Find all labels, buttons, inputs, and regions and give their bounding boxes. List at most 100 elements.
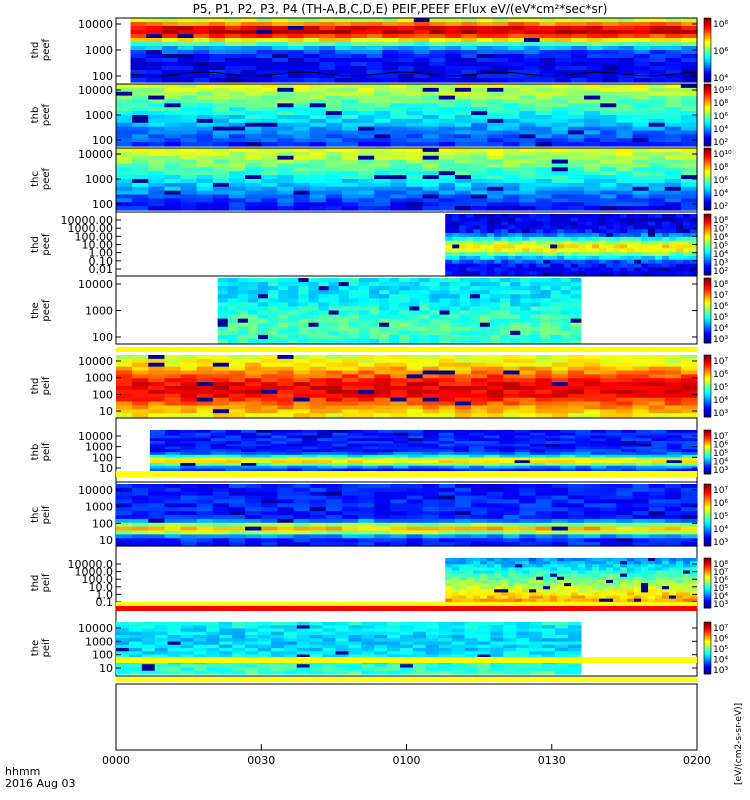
- y-tick-label: 100: [92, 70, 113, 83]
- y-tick-label: 10000: [78, 622, 113, 635]
- y-tick-label: 10000: [78, 355, 113, 368]
- scpot-curve: [130, 71, 698, 77]
- x-tick-label: 0100: [393, 754, 421, 767]
- colorbar-tick-label: 10⁷: [713, 357, 728, 367]
- colorbar-tick-label: 10⁵: [713, 645, 728, 655]
- quality-flag-band: [116, 347, 697, 352]
- y-tick-label: 1000: [85, 44, 113, 57]
- quality-flag-band: [116, 602, 697, 606]
- colorbar-tick-label: 10⁷: [713, 225, 728, 235]
- heatmap-cells: [116, 355, 698, 418]
- colorbar-tick-label: 10⁴: [713, 189, 728, 199]
- y-axis-label: the: [30, 640, 41, 656]
- y-tick-label: 100.00: [75, 230, 114, 243]
- y-tick-label: 0.10: [89, 255, 114, 268]
- colorbar-tick-label: 10¹⁰: [713, 150, 732, 160]
- y-tick-label: 10000.00: [61, 214, 114, 227]
- x-axis-label-hhmm: hhmm: [5, 765, 40, 778]
- y-tick-label: 0.1: [96, 596, 114, 609]
- x-tick-label: 0030: [247, 754, 275, 767]
- y-tick-label: 1000: [85, 501, 113, 514]
- y-tick-label: 10000: [78, 484, 113, 497]
- y-axis-label: peif: [41, 573, 52, 592]
- colorbar-tick-label: 10³: [713, 600, 728, 610]
- y-tick-label: 1000: [85, 305, 113, 318]
- colorbar: 10⁸ 10⁶ 10⁴: [703, 17, 728, 84]
- colorbar-tick-label: 10⁸: [713, 20, 728, 30]
- colorbar-tick-label: 10⁵: [713, 242, 728, 252]
- y-tick-label: 1.00: [89, 247, 114, 260]
- x-tick-label: 0200: [683, 754, 711, 767]
- colorbar-tick-label: 10⁸: [713, 280, 728, 290]
- colorbar-tick-label: 10⁵: [713, 449, 728, 459]
- y-tick-label: 1000: [85, 109, 113, 122]
- colorbar-tick-label: 10⁸: [713, 99, 728, 109]
- colorbar-tick-label: 10³: [713, 409, 728, 419]
- colorbar-tick-label: 10⁶: [713, 576, 728, 586]
- colorbar: 10⁷ 10⁶ 10⁵ 10⁴ 10³: [703, 354, 728, 419]
- y-tick-label: 10000: [78, 18, 113, 31]
- y-tick-label: 100: [92, 517, 113, 530]
- colorbar-tick-label: 10⁴: [713, 125, 728, 135]
- colorbar-tick-label: 10⁷: [713, 486, 728, 496]
- y-axis-label: thb: [30, 444, 41, 461]
- quality-flag-band: [116, 606, 697, 611]
- colorbar-tick-label: 10³: [713, 666, 728, 676]
- colorbar-tick-label: 10²: [713, 202, 728, 212]
- y-tick-label: 10000: [78, 278, 113, 291]
- y-tick-label: 10000: [78, 430, 113, 443]
- y-tick-label: 1000: [85, 173, 113, 186]
- y-axis-label: peef: [41, 38, 52, 61]
- colorbar-tick-label: 10⁸: [713, 560, 728, 570]
- colorbar-tick-label: 10⁷: [713, 291, 728, 301]
- colorbar-tick-label: 10⁶: [713, 441, 728, 451]
- colorbar-tick-label: 10³: [713, 335, 728, 345]
- y-tick-label: 100: [92, 198, 113, 211]
- colorbar-tick-label: 10³: [713, 538, 728, 548]
- colorbar-tick-label: 10⁷: [713, 432, 728, 442]
- colorbar-tick-label: 10⁶: [713, 302, 728, 312]
- y-axis-label: peef: [41, 167, 52, 190]
- colorbar-tick-label: 10⁶: [713, 233, 728, 243]
- colorbar-tick-label: 10⁵: [713, 584, 728, 594]
- colorbar-tick-label: 10⁶: [713, 499, 728, 509]
- y-axis-label: peif: [41, 638, 52, 657]
- colorbar-unit-label: [eV/(cm2-s-sr-eV)]: [734, 703, 744, 785]
- y-axis-label: the: [30, 302, 41, 318]
- y-axis-label: peef: [41, 233, 52, 256]
- colorbar: 10⁷ 10⁶ 10⁵ 10⁴ 10³: [703, 483, 728, 548]
- colorbar-tick-label: 10⁶: [713, 370, 728, 380]
- quality-flag-band: [116, 471, 697, 477]
- colorbar-tick-label: 10¹⁰: [713, 86, 732, 96]
- y-tick-label: 10: [99, 662, 113, 675]
- y-axis-label: peif: [41, 505, 52, 524]
- colorbar-tick-label: 10⁷: [713, 624, 728, 634]
- y-tick-label: 10: [99, 534, 113, 547]
- colorbar: 10¹⁰ 10⁸ 10⁶ 10⁴ 10²: [703, 83, 732, 148]
- heatmap-cells: [445, 558, 698, 609]
- colorbar-tick-label: 10⁴: [713, 458, 728, 468]
- colorbar-tick-label: 10⁷: [713, 568, 728, 578]
- y-tick-label: 1000: [85, 441, 113, 454]
- y-axis-label: peef: [41, 299, 52, 322]
- heatmap-cells: [116, 622, 582, 675]
- y-tick-label: 10: [99, 462, 113, 475]
- y-tick-label: 10: [99, 405, 113, 418]
- colorbar-tick-label: 10²: [713, 138, 728, 148]
- y-axis-label: thc: [30, 171, 41, 187]
- y-axis-label: thb: [30, 107, 41, 124]
- heatmap-cells: [116, 484, 698, 547]
- y-tick-label: 100: [92, 331, 113, 344]
- colorbar-tick-label: 10⁴: [713, 250, 728, 260]
- y-tick-label: 10000: [78, 148, 113, 161]
- quality-flag-band: [116, 657, 697, 663]
- x-tick-label: 0130: [538, 754, 566, 767]
- y-tick-label: 100: [92, 388, 113, 401]
- x-axis-label-date: 2016 Aug 03: [5, 777, 75, 790]
